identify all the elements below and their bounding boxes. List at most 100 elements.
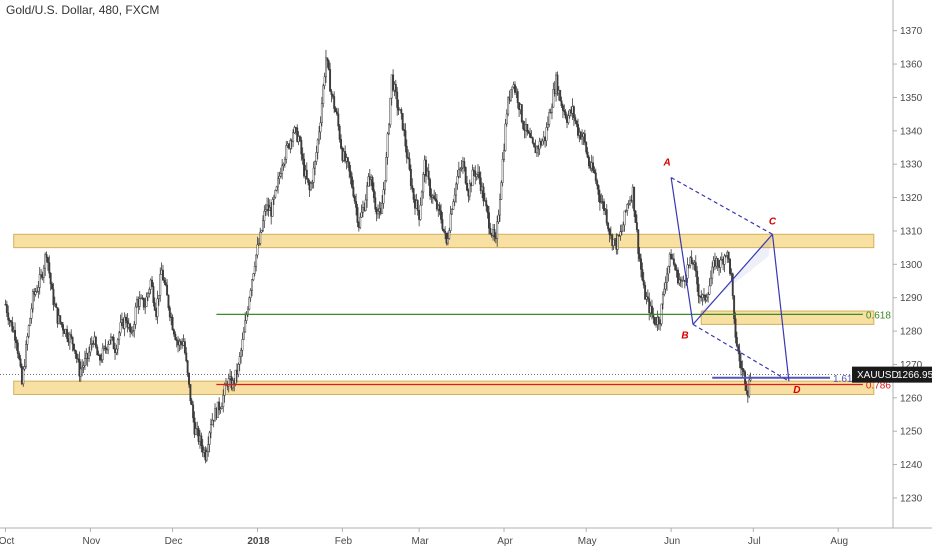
candle [575, 120, 578, 128]
candle [552, 82, 555, 108]
candle-body [520, 104, 523, 122]
candle-body [489, 227, 492, 235]
candle [126, 313, 129, 333]
candle-body [608, 228, 611, 235]
candle [563, 104, 566, 116]
candle [18, 351, 21, 361]
candle-body [526, 124, 529, 132]
y-tick-label: 1320 [900, 193, 923, 204]
candle-body [197, 428, 200, 442]
candle-body [130, 331, 133, 333]
candle-body [51, 283, 53, 290]
candle-body [403, 129, 405, 131]
candle [133, 321, 136, 338]
candle [351, 172, 353, 189]
candle [185, 347, 188, 363]
candle [522, 120, 525, 131]
candle [118, 330, 121, 346]
candle [694, 255, 697, 278]
candle-body [201, 445, 204, 453]
candle [330, 88, 333, 103]
candle-body [62, 324, 64, 331]
candle-body [727, 251, 730, 260]
candle [579, 130, 582, 140]
candle-body [453, 194, 456, 202]
candle-body [79, 368, 82, 377]
candle [307, 178, 310, 186]
candle [323, 72, 326, 90]
candle [38, 267, 41, 295]
candle-body [394, 84, 397, 93]
candle-body [592, 162, 595, 171]
candle-body [238, 356, 241, 365]
candle-body [419, 204, 422, 220]
candle [183, 338, 186, 355]
candle [209, 418, 212, 439]
candle [70, 329, 73, 340]
candle-body [188, 372, 190, 385]
candle [394, 79, 397, 100]
candle-body [205, 451, 208, 461]
candle-body [218, 401, 221, 411]
candle [300, 136, 303, 161]
candle-body [249, 290, 252, 299]
candle [434, 192, 437, 202]
candle-body [563, 110, 566, 113]
candle [46, 256, 49, 271]
candle [153, 297, 156, 311]
candle-body [638, 253, 641, 260]
candle [305, 162, 308, 181]
candle-body [289, 140, 292, 149]
candle-body [482, 186, 485, 202]
candle-body [325, 57, 327, 78]
candle [452, 199, 455, 210]
candle-body [292, 132, 295, 142]
candle-body [15, 340, 18, 344]
candle [627, 200, 630, 209]
candle-body [731, 273, 734, 296]
candle-body [420, 191, 423, 206]
harmonic-line-bd [692, 323, 790, 382]
candle [293, 125, 296, 134]
candle-body [242, 331, 245, 340]
candle [19, 355, 22, 369]
candle-body [331, 94, 334, 97]
candle-body [626, 204, 629, 211]
candle-body [678, 279, 681, 284]
candle-body [16, 342, 19, 354]
candle [677, 267, 679, 285]
candle-body [7, 312, 10, 321]
candle [735, 331, 738, 348]
candle [340, 134, 342, 150]
harmonic-leg-bc [692, 233, 773, 325]
candle [742, 368, 745, 376]
candle [100, 353, 103, 363]
candle [338, 124, 341, 143]
candle [277, 172, 279, 194]
candle [637, 229, 640, 262]
candle [234, 369, 237, 387]
candle [274, 189, 277, 199]
candle-body [385, 157, 388, 181]
candle [620, 224, 623, 236]
candle-body [459, 168, 462, 171]
x-tick-label: Dec [165, 536, 183, 547]
candle [646, 289, 649, 303]
candle [681, 276, 684, 288]
candle [488, 206, 490, 235]
candle [734, 312, 737, 344]
candle [75, 350, 78, 364]
candle [441, 211, 444, 232]
candle [501, 152, 504, 187]
candle [200, 432, 203, 453]
candle [666, 267, 668, 291]
candle-body [463, 161, 466, 168]
candle [82, 361, 85, 374]
candle [422, 172, 425, 199]
candle-body [460, 167, 463, 170]
candle [731, 272, 734, 300]
candle-body [349, 170, 352, 178]
candle [333, 91, 336, 114]
candle-body [101, 347, 104, 360]
